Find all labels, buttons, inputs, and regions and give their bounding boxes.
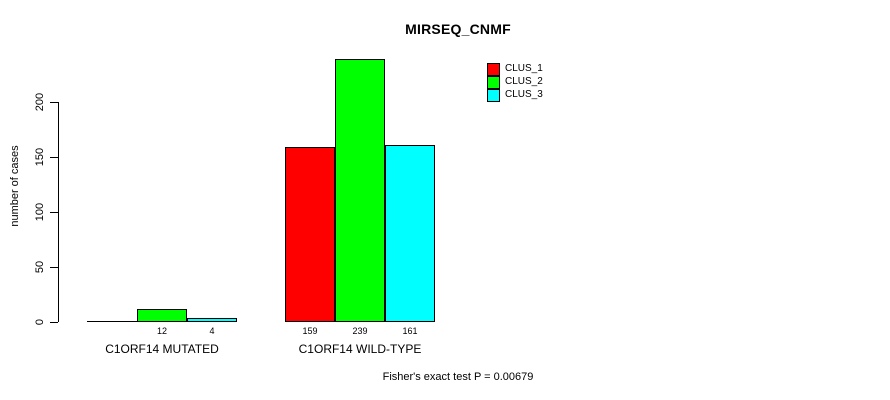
y-tick-label: 100 [34, 202, 46, 222]
legend-swatch-clus2 [487, 75, 500, 89]
category-label-wildtype: C1ORF14 WILD-TYPE [298, 342, 422, 356]
legend-label: CLUS_1 [505, 63, 543, 74]
y-tick-label: 150 [34, 147, 46, 167]
y-tick-mark [50, 267, 58, 268]
y-tick-label: 0 [34, 318, 46, 326]
bar-clus1-mutated [87, 321, 137, 322]
bar-clus3-mutated [187, 317, 237, 322]
bar-value-label: 12 [156, 326, 167, 336]
bar-value-label: 161 [402, 326, 418, 336]
legend-label: CLUS_2 [505, 76, 543, 87]
legend: CLUS_1 CLUS_2 CLUS_3 [487, 62, 543, 102]
category-label-mutated: C1ORF14 MUTATED [105, 342, 219, 356]
y-tick-label: 200 [34, 92, 46, 112]
chart-title: MIRSEQ_CNMF [405, 21, 511, 37]
y-tick-mark [50, 102, 58, 103]
bar-value-label: 4 [209, 326, 215, 336]
bar-clus2-wildtype [335, 59, 385, 322]
bar-value-label: 239 [352, 326, 368, 336]
y-axis-line [58, 102, 59, 322]
legend-item-clus3: CLUS_3 [487, 88, 543, 102]
bar-clus3-wildtype [385, 144, 435, 322]
y-tick-mark [50, 322, 58, 323]
legend-label: CLUS_3 [505, 89, 543, 100]
bar-clus2-mutated [137, 308, 187, 322]
legend-item-clus1: CLUS_1 [487, 62, 543, 76]
legend-item-clus2: CLUS_2 [487, 75, 543, 89]
bar-value-label: 159 [302, 326, 318, 336]
bar-clus1-wildtype [285, 147, 335, 322]
y-tick-label: 50 [34, 260, 46, 274]
legend-swatch-clus1 [487, 62, 500, 76]
legend-swatch-clus3 [487, 88, 500, 102]
y-tick-mark [50, 157, 58, 158]
y-tick-mark [50, 212, 58, 213]
y-axis-title: number of cases [9, 145, 21, 227]
footer-annotation: Fisher's exact test P = 0.00679 [382, 371, 534, 383]
